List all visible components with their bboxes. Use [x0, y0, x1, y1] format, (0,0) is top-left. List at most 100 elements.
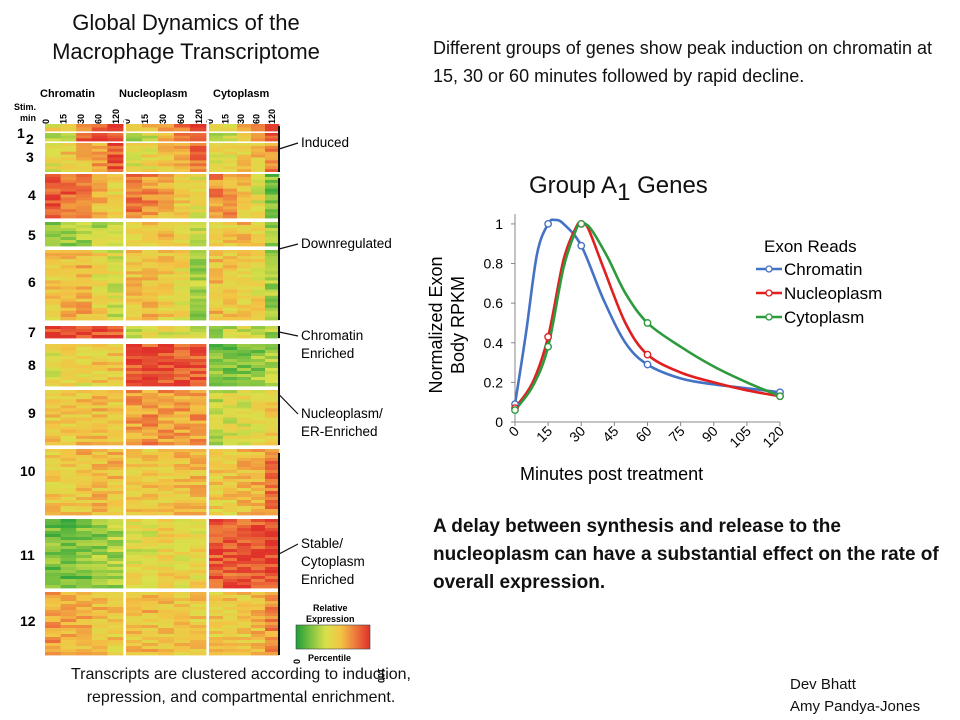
heatmap-cell — [174, 570, 191, 574]
heatmap-cell — [126, 408, 143, 412]
heatmap-cell — [142, 610, 159, 614]
heatmap-cell — [158, 497, 175, 501]
heatmap-cell — [209, 313, 224, 318]
heatmap-cell — [265, 622, 280, 626]
heatmap-cell — [174, 231, 191, 235]
heatmap-cell — [107, 362, 124, 366]
heatmap-cell — [158, 438, 175, 443]
heatmap-cell — [223, 225, 238, 229]
heatmap-cell — [190, 452, 207, 456]
heatmap-cell — [237, 206, 252, 210]
heatmap-cell — [174, 467, 191, 471]
heatmap-cell — [126, 377, 143, 381]
heatmap-cell — [126, 488, 143, 492]
heatmap-cell — [223, 243, 238, 247]
heatmap-cell — [126, 500, 143, 504]
data-point-cytoplasm — [511, 406, 519, 415]
heatmap-cell — [223, 371, 238, 375]
heatmap-cell — [174, 634, 191, 638]
x-tick-label: 60 — [632, 423, 654, 445]
heatmap-cell — [91, 417, 108, 421]
heatmap-cell — [265, 295, 280, 300]
x-tick-label: 90 — [699, 423, 721, 445]
heatmap-cell — [126, 473, 143, 477]
heatmap-cell — [60, 163, 77, 167]
heatmap-cell — [91, 304, 108, 309]
heatmap-cell — [190, 176, 207, 181]
heatmap-cell — [223, 534, 238, 538]
heatmap-cell — [223, 359, 238, 363]
heatmap-cell — [174, 476, 191, 480]
heatmap-cell — [76, 458, 93, 462]
heatmap-cell — [223, 231, 238, 235]
heatmap-cell — [190, 610, 207, 614]
heatmap-cell — [142, 194, 159, 198]
heatmap-cell — [237, 353, 252, 357]
heatmap-cell — [209, 185, 224, 189]
heatmap-cell — [209, 160, 224, 164]
heatmap-cell — [158, 253, 175, 257]
heatmap-cell — [251, 494, 266, 498]
heatmap-cell — [209, 133, 224, 137]
time-tick-label: 120 — [267, 109, 277, 124]
heatmap-cell — [91, 231, 108, 235]
heatmap-cell — [251, 458, 266, 462]
heatmap-cell — [45, 380, 61, 384]
heatmap-cell — [265, 313, 280, 318]
heatmap-cell — [142, 497, 159, 501]
heatmap-cell — [251, 356, 266, 360]
heatmap-cell — [223, 212, 238, 216]
heatmap-cell — [76, 127, 93, 132]
heatmap-cell — [107, 509, 124, 513]
heatmap-cell — [45, 222, 61, 226]
heatmap-cell — [76, 228, 93, 232]
heatmap-cell — [158, 435, 175, 440]
heatmap-cell — [265, 540, 280, 544]
heatmap-cell — [190, 371, 207, 375]
heatmap-cell — [174, 262, 191, 266]
heatmap-cell — [142, 277, 159, 281]
heatmap-cell — [174, 371, 191, 375]
heatmap-cell — [45, 399, 61, 403]
heatmap-cell — [107, 231, 124, 235]
heatmap-cell — [91, 423, 108, 428]
heatmap-cell — [251, 634, 266, 638]
heatmap-cell — [91, 209, 108, 213]
heatmap-cell — [209, 274, 224, 278]
heatmap-cell — [158, 271, 175, 275]
heatmap-cell — [265, 185, 280, 189]
heatmap-cell — [265, 344, 280, 348]
heatmap-cell — [76, 494, 93, 498]
heatmap-cell — [265, 441, 280, 446]
heatmap-cell — [76, 335, 93, 339]
heatmap-cell — [158, 225, 175, 229]
heatmap-cell — [237, 405, 252, 409]
heatmap-cell — [158, 200, 175, 204]
heatmap-cell — [76, 160, 93, 164]
heatmap-cell — [209, 408, 224, 412]
heatmap-cell — [190, 616, 207, 620]
heatmap-cell — [209, 579, 224, 583]
heatmap-cell — [251, 441, 266, 446]
heatmap-cell — [126, 301, 143, 306]
heatmap-cell — [190, 283, 207, 287]
heatmap-cell — [60, 344, 77, 348]
heatmap-cell — [60, 371, 77, 375]
heatmap-cell — [223, 426, 238, 431]
heatmap-cell — [265, 552, 280, 556]
heatmap-cell — [190, 179, 207, 184]
heatmap-cell — [60, 215, 77, 219]
heatmap-cell — [158, 182, 175, 187]
heatmap-cell — [91, 390, 108, 394]
heatmap-cell — [190, 143, 207, 147]
heatmap-cell — [60, 402, 77, 406]
heatmap-cell — [190, 344, 207, 348]
heatmap-cell — [76, 613, 93, 617]
cluster-number: 1 — [17, 125, 25, 141]
heatmap-cell — [174, 151, 191, 155]
heatmap-cell — [45, 634, 61, 638]
heatmap-cell — [158, 143, 175, 147]
heatmap-cell — [76, 298, 93, 303]
heatmap-cell — [174, 435, 191, 440]
heatmap-cell — [158, 555, 175, 559]
